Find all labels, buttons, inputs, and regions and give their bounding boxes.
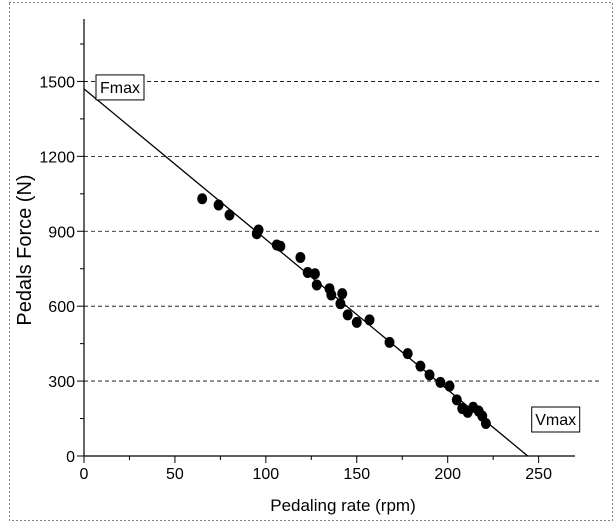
axis-layer: 0 300 600 900 1200 1500 0 50 100 150 200 250 bbox=[39, 19, 575, 483]
y-tick-label: 600 bbox=[48, 299, 75, 316]
data-point bbox=[444, 380, 455, 392]
data-point bbox=[309, 268, 320, 280]
y-tick-label: 0 bbox=[66, 449, 75, 466]
data-point bbox=[415, 360, 426, 372]
grid-layer bbox=[84, 81, 602, 382]
data-point bbox=[424, 369, 435, 381]
x-tick-label: 100 bbox=[253, 466, 280, 483]
x-tick-label: 200 bbox=[434, 466, 461, 483]
data-point bbox=[351, 316, 362, 328]
data-point bbox=[342, 309, 353, 321]
data-point bbox=[311, 279, 322, 291]
data-point bbox=[335, 298, 346, 310]
data-point bbox=[435, 376, 446, 388]
data-point bbox=[480, 418, 491, 430]
data-point bbox=[197, 193, 208, 205]
x-tick-label: 50 bbox=[166, 466, 184, 483]
y-tick-label: 300 bbox=[48, 374, 75, 391]
annotation-box bbox=[95, 74, 145, 101]
y-axis-label: Pedals Force (N) bbox=[14, 174, 36, 325]
x-tick-label: 0 bbox=[80, 466, 89, 483]
data-point bbox=[384, 336, 395, 348]
annotation-label: Vmax bbox=[535, 412, 576, 429]
data-point bbox=[213, 199, 224, 211]
x-tick-label: 150 bbox=[343, 466, 370, 483]
data-point bbox=[364, 314, 375, 326]
data-point bbox=[253, 224, 264, 236]
data-point bbox=[337, 288, 348, 300]
y-tick-label: 900 bbox=[48, 224, 75, 241]
annotation-layer: Fmax Vmax bbox=[95, 74, 581, 433]
annotation-box bbox=[531, 406, 581, 433]
data-point bbox=[224, 209, 235, 221]
data-point bbox=[402, 348, 413, 360]
x-tick-label: 250 bbox=[525, 466, 552, 483]
annotation-label: Fmax bbox=[100, 80, 140, 97]
data-point bbox=[326, 289, 337, 301]
x-axis-label: Pedaling rate (rpm) bbox=[270, 496, 416, 515]
data-point bbox=[275, 240, 286, 252]
y-tick-label: 1200 bbox=[39, 149, 75, 166]
data-point bbox=[451, 394, 462, 406]
point-layer bbox=[197, 193, 491, 430]
y-tick-label: 1500 bbox=[39, 74, 75, 91]
data-point bbox=[295, 251, 306, 263]
